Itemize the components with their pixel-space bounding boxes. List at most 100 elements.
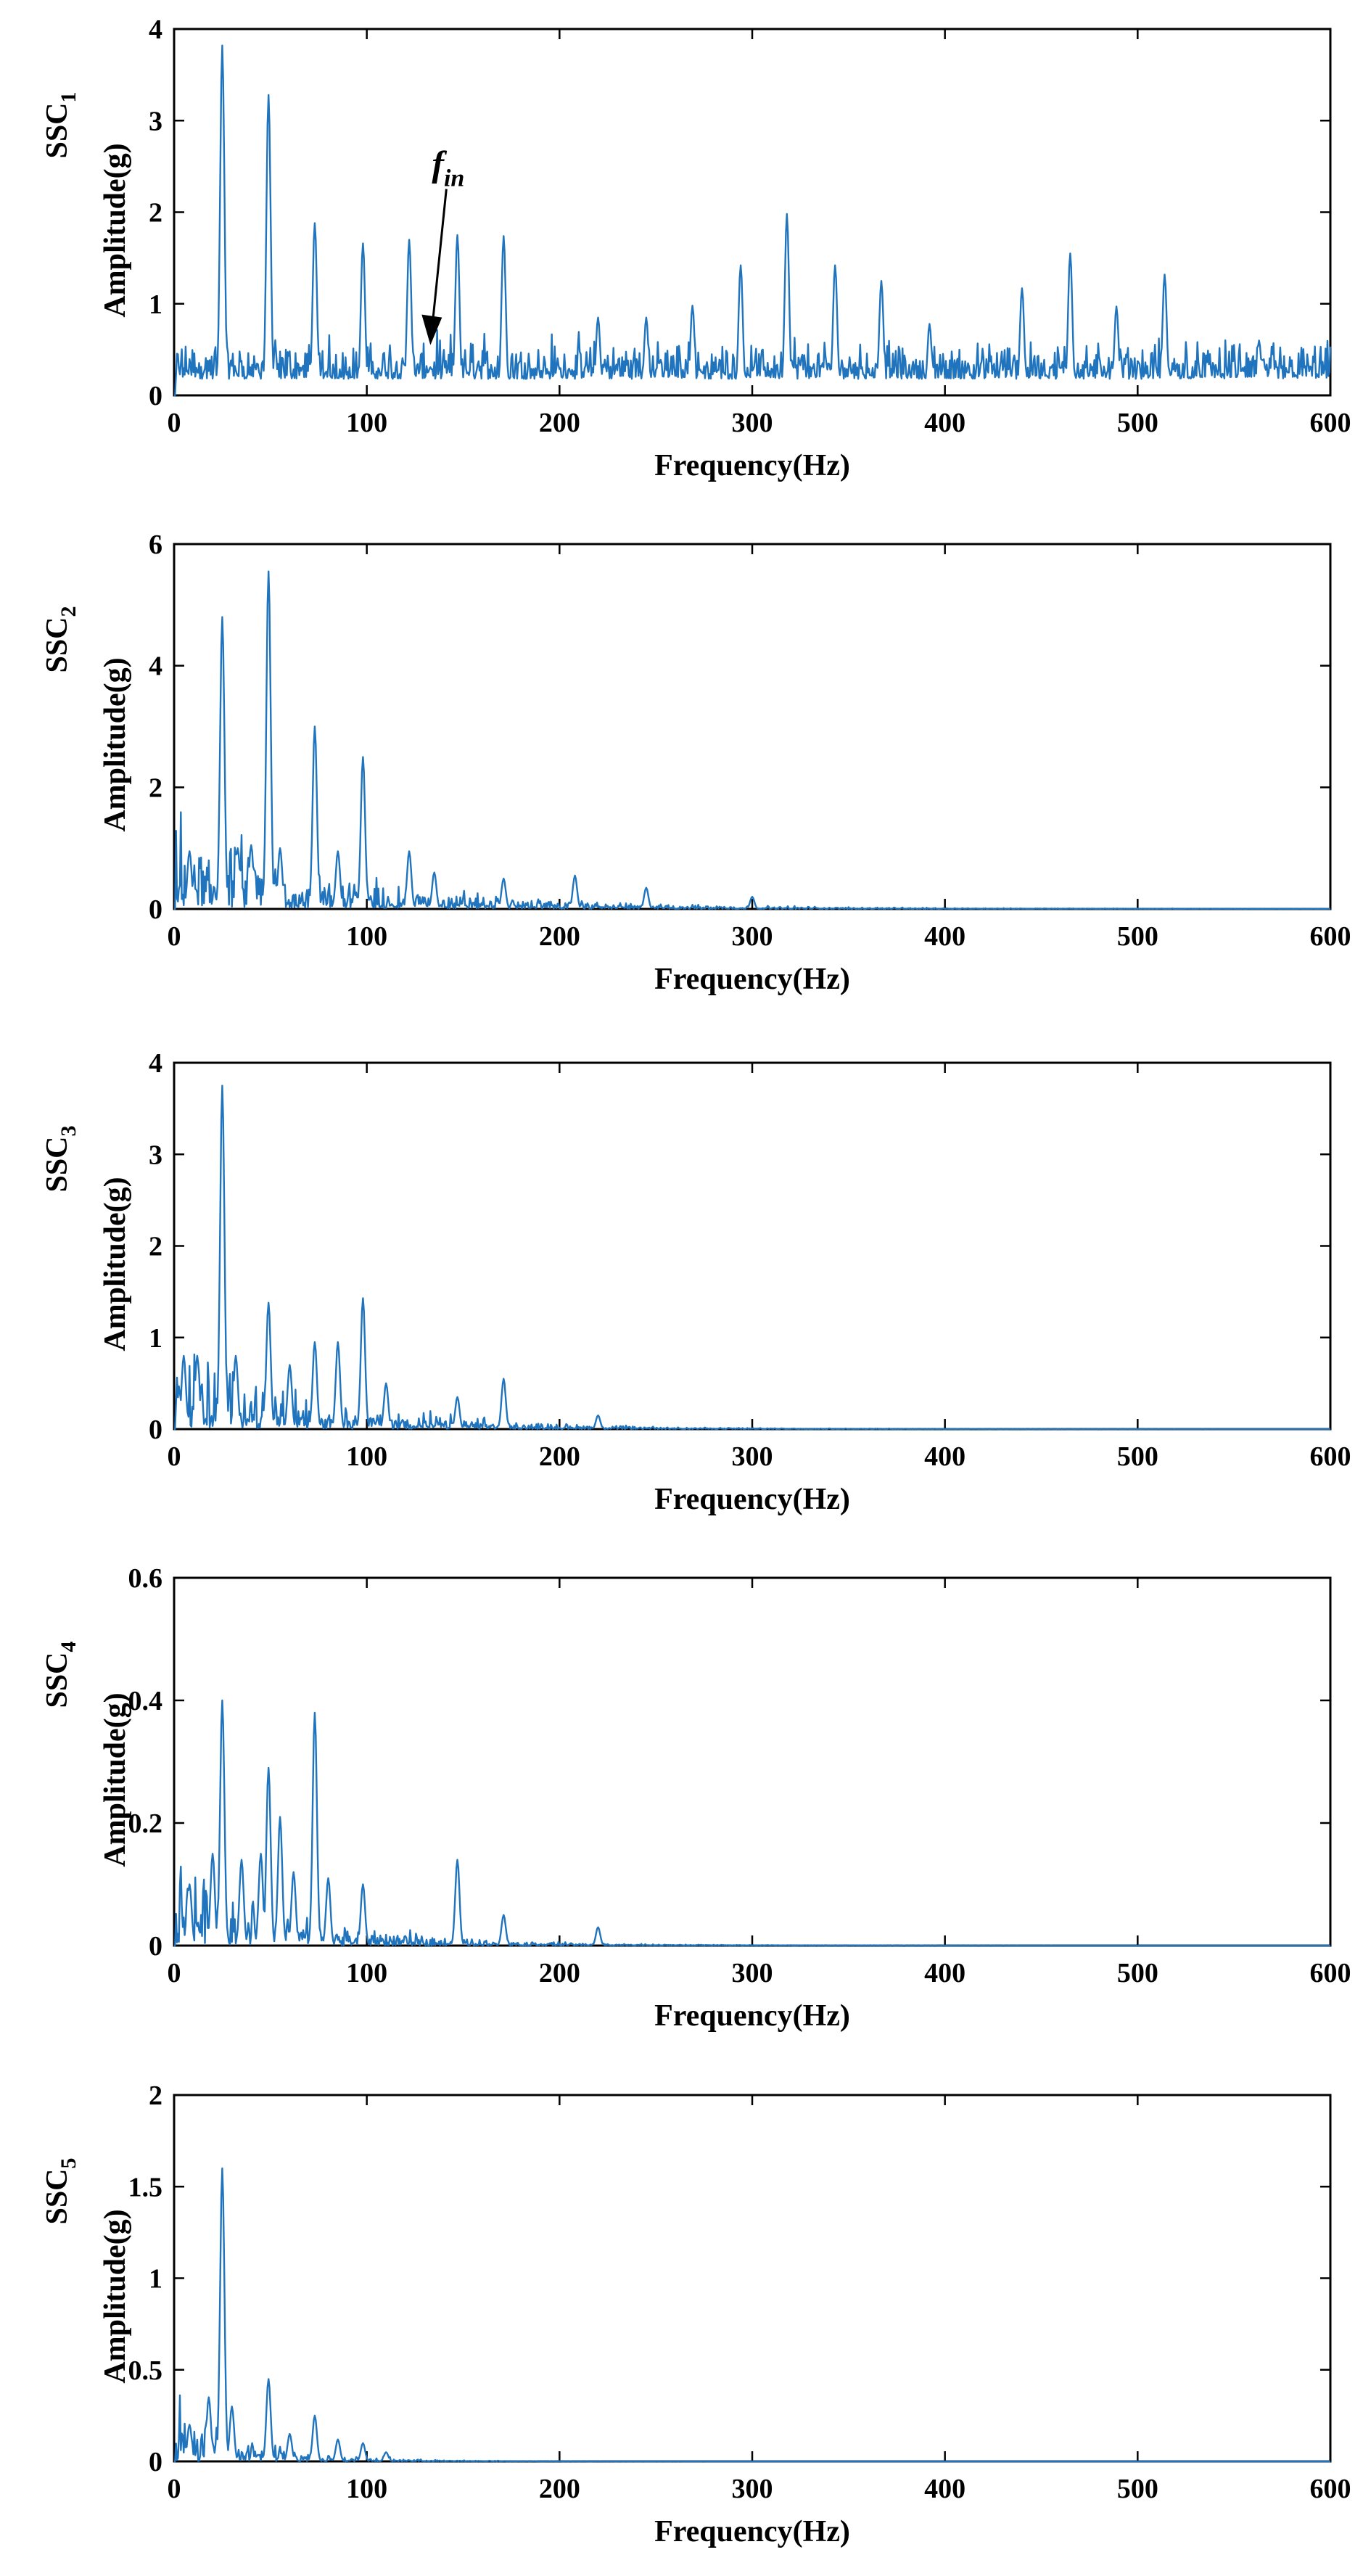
- ssc-5-xtick-label: 200: [539, 2474, 580, 2504]
- ssc-3-panel: 0 100 200 300 400 500 600 0 1 2 3 4 Frequency(Hz) SSC…: [41, 1048, 1351, 1516]
- ssc-2-ytick-label: 0: [149, 894, 162, 925]
- ssc-3-xtick-label: 200: [539, 1441, 580, 1472]
- annotation-arrow-shaft: [431, 189, 448, 324]
- ssc-2-xtick-label: 200: [539, 921, 580, 952]
- annotation-label: fin: [432, 144, 464, 192]
- ssc-3-ytick-label: 2: [149, 1232, 162, 1262]
- ssc-5-ytick-label: 0: [149, 2447, 162, 2477]
- ssc-1-ytick-label: 2: [149, 198, 162, 229]
- ssc-1-panel: 0 100 200 300 400 500 600 0 1 2 3 4 Frequency(Hz) SSC…: [41, 15, 1351, 482]
- ssc-3-spectrum-series: [174, 1085, 1330, 1431]
- ssc-4-spectrum-series: [174, 1699, 1330, 1947]
- ssc-1-spectrum-series: [174, 44, 1332, 397]
- ssc-2-ytick-label: 4: [149, 651, 162, 682]
- annotation-symbol: f: [432, 144, 447, 184]
- ssc-3-ytick-label: 1: [149, 1323, 162, 1354]
- ssc-2-ytick-label: 6: [149, 530, 162, 560]
- ssc-1-xtick-label: 600: [1310, 408, 1351, 438]
- ssc-3-ytick-label: 3: [149, 1140, 162, 1170]
- ssc-4-ssc-label: SSC4: [41, 1641, 81, 1708]
- ssc-2-panel: 0 100 200 300 400 500 6000246Frequency(Hz)SSC2…: [41, 530, 1351, 996]
- ssc-4-xtick-label: 100: [346, 1958, 387, 1988]
- ssc-4-xtick-label: 500: [1117, 1958, 1158, 1988]
- ssc-5-xtick-label: 400: [924, 2474, 965, 2504]
- ssc-2-axes-box: [173, 543, 1332, 910]
- ssc-1-xtick-label: 200: [539, 408, 580, 438]
- ssc-1-xtick-label: 100: [346, 408, 387, 438]
- ssc-5-ssc-label: SSC5: [41, 2157, 81, 2224]
- ssc-1-ytick-label: 0: [149, 381, 162, 411]
- annotation-subscript: in: [444, 165, 464, 192]
- ssc-5-panel: 0 100 200 300 400 500 600 0 0.5 1 1.5 2 Frequency(Hz…: [41, 2081, 1351, 2548]
- ssc-3-xtick-label: 100: [346, 1441, 387, 1472]
- ssc-1-ylabel: Amplitude(g): [99, 143, 132, 317]
- ssc-1-axes-box: [173, 28, 1332, 397]
- ssc-5-xtick-label: 600: [1310, 2474, 1351, 2504]
- ssc-4-xlabel: Frequency(Hz): [654, 1999, 850, 2033]
- ssc-1-xlabel: Frequency(Hz): [654, 449, 850, 482]
- ssc-5-xtick-label: 300: [732, 2474, 773, 2504]
- ssc-4-ylabel: Amplitude(g): [99, 1692, 132, 1867]
- ssc-3-ssc-label: SSC3: [41, 1125, 81, 1192]
- ssc-2-xtick-label: 600: [1310, 921, 1351, 952]
- ssc-2-xtick-label: 400: [924, 921, 965, 952]
- ssc-1-xtick-label: 400: [924, 408, 965, 438]
- ssc-3-axes-box: [173, 1061, 1332, 1431]
- ssc-5-ylabel: Amplitude(g): [99, 2209, 132, 2383]
- ssc-1-xtick-label: 300: [732, 408, 773, 438]
- ssc-3-xlabel: Frequency(Hz): [654, 1483, 850, 1516]
- ssc-4-ytick-label: 0.2: [128, 1808, 163, 1839]
- ssc-5-ytick-label: 1: [149, 2264, 162, 2295]
- ssc-2-ssc-text: SSC: [41, 617, 74, 672]
- ssc-4-xtick-label: 0: [168, 1958, 181, 1988]
- ssc-1-ytick-label: 1: [149, 289, 162, 320]
- ssc-5-ytick-label: 1.5: [128, 2172, 163, 2202]
- ssc-1-ytick-label: 3: [149, 106, 162, 136]
- ssc-4-xtick-label: 600: [1310, 1958, 1351, 1988]
- ssc-3-ylabel: Amplitude(g): [99, 1177, 132, 1351]
- ssc-3-xtick-label: 600: [1310, 1441, 1351, 1472]
- ssc-4-axes-box: [173, 1576, 1332, 1947]
- ssc-1-ssc-label: SSC1: [41, 91, 81, 158]
- ssc-5-ssc-text: SSC: [41, 2168, 74, 2224]
- ssc-5-xtick-label: 500: [1117, 2474, 1158, 2504]
- ssc-1-xtick-label: 500: [1117, 408, 1158, 438]
- ssc-5-xtick-label: 0: [168, 2474, 181, 2504]
- annotation-arrow-head: [421, 314, 442, 345]
- ssc-5-ssc-subscript: 5: [57, 2157, 81, 2168]
- ssc-1-ytick-label: 4: [149, 15, 162, 45]
- ssc-3-ytick-label: 0: [149, 1415, 162, 1445]
- ssc-3-ssc-subscript: 3: [57, 1125, 81, 1136]
- ssc-3-ytick-label: 4: [149, 1048, 162, 1079]
- ssc-2-ylabel: Amplitude(g): [99, 657, 132, 831]
- ssc-2-ytick-label: 2: [149, 773, 162, 803]
- ssc-1-ssc-subscript: 1: [57, 91, 81, 102]
- ssc-3-xtick-label: 0: [168, 1441, 181, 1472]
- ssc-5-ytick-label: 2: [149, 2081, 162, 2111]
- ssc-5-xlabel: Frequency(Hz): [654, 2515, 850, 2548]
- ssc-1-xtick-label: 0: [168, 408, 181, 438]
- ssc-5-axes-box: [173, 2094, 1332, 2463]
- ssc-3-xtick-label: 400: [924, 1441, 965, 1472]
- ssc-1-ssc-text: SSC: [41, 102, 74, 158]
- ssc-3-xtick-label: 300: [732, 1441, 773, 1472]
- ssc-4-ssc-text: SSC: [41, 1652, 74, 1708]
- ssc-5-ytick-label: 0.5: [128, 2355, 163, 2386]
- ssc-2-xtick-label: 300: [732, 921, 773, 952]
- ssc-5-spectrum-series: [174, 2167, 1330, 2463]
- ssc-4-ytick-label: 0.4: [128, 1686, 163, 1716]
- ssc-4-ytick-label: 0: [149, 1931, 162, 1962]
- ssc-2-spectrum-series: [174, 570, 1331, 910]
- ssc-4-ytick-label: 0.6: [128, 1563, 163, 1594]
- ssc-3-xtick-label: 500: [1117, 1441, 1158, 1472]
- ssc-4-xtick-label: 300: [732, 1958, 773, 1988]
- ssc-2-xtick-label: 0: [168, 921, 181, 952]
- ssc-4-panel: 0 100 200 300 400 500 600 0 0.2 0.4 0.6 Frequency(H…: [41, 1563, 1351, 2033]
- ssc-4-ssc-subscript: 4: [57, 1641, 81, 1652]
- ssc-2-ssc-label: SSC2: [41, 606, 81, 672]
- ssc-2-ssc-subscript: 2: [57, 606, 81, 617]
- ssc-2-xlabel: Frequency(Hz): [654, 963, 850, 996]
- ssc-2-xtick-label: 100: [346, 921, 387, 952]
- ssc-2-xtick-label: 500: [1117, 921, 1158, 952]
